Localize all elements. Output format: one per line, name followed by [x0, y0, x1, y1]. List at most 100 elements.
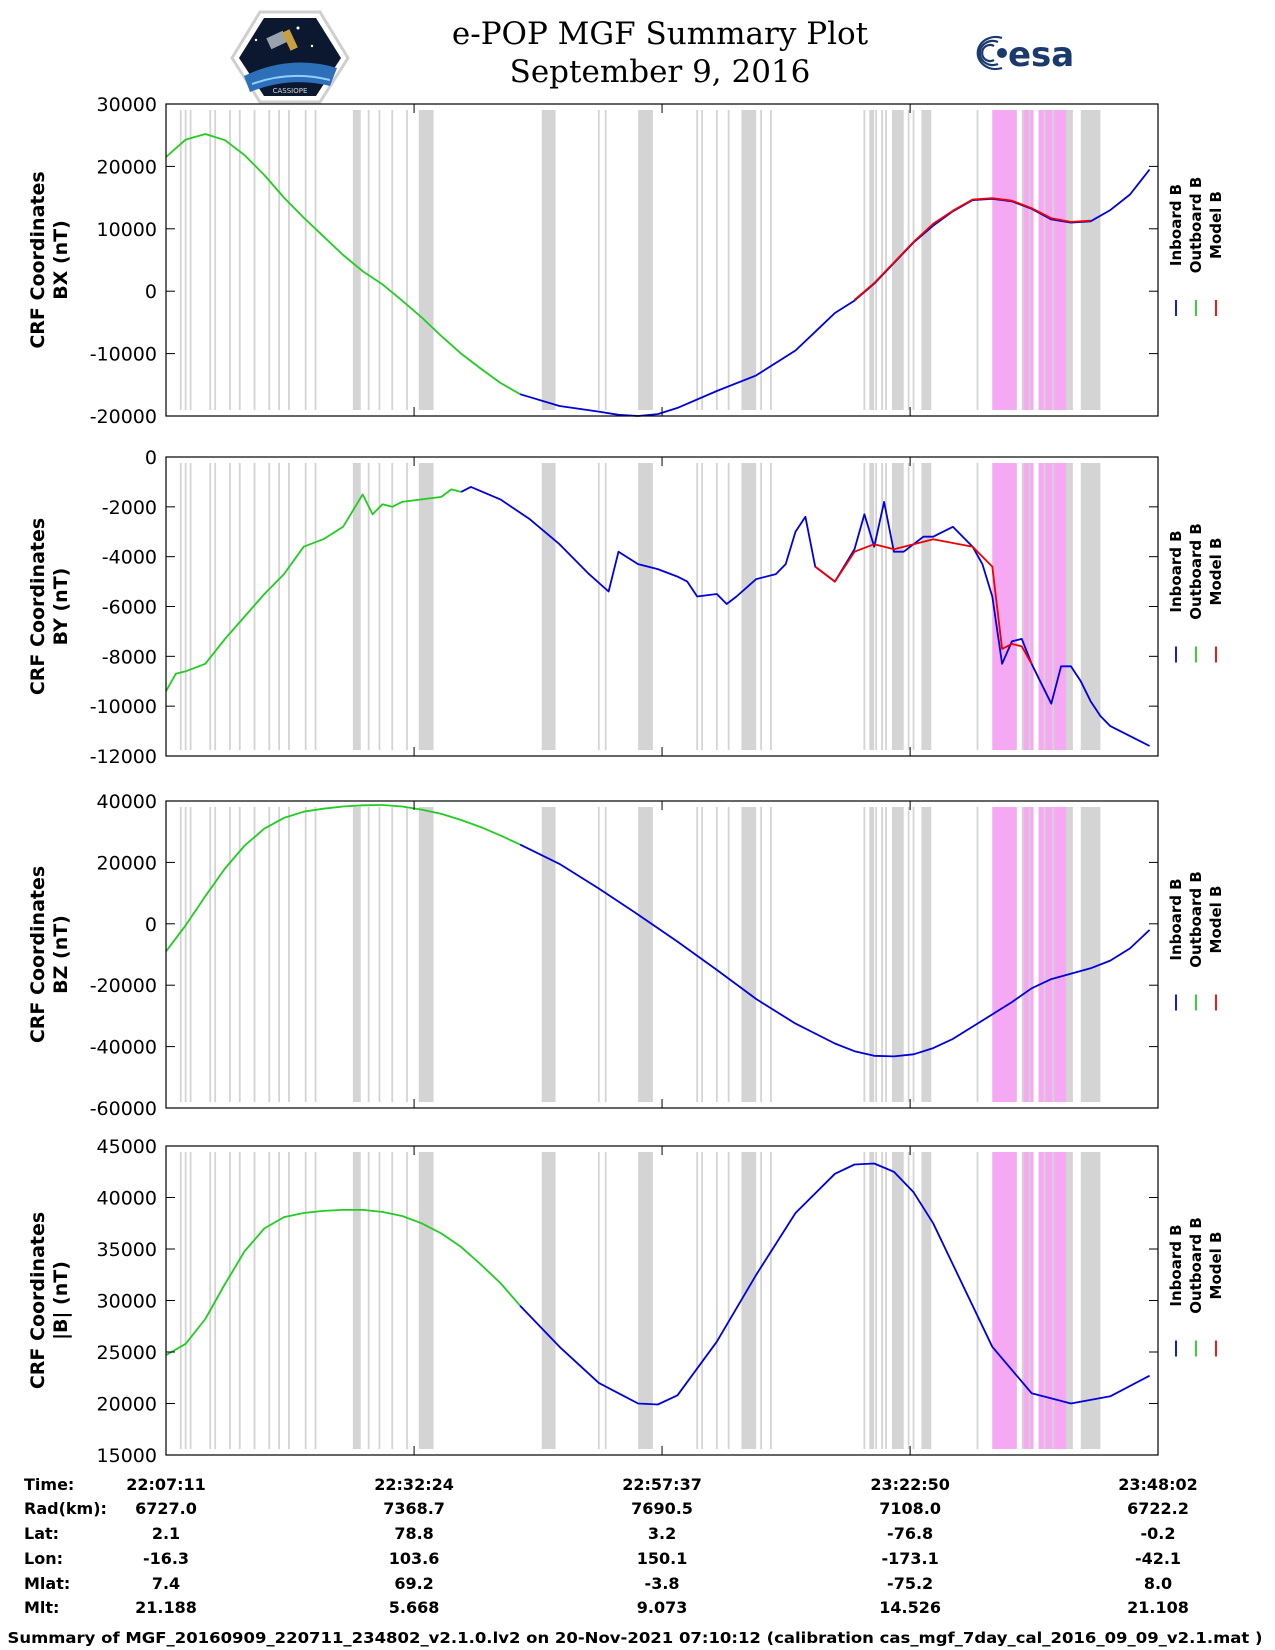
- magenta-band: [1024, 807, 1034, 1102]
- gray-band: [1081, 463, 1101, 750]
- gray-line: [315, 110, 317, 410]
- gray-line: [760, 807, 762, 1102]
- footer-summary-text: Summary of MGF_20160909_220711_234802_v2…: [8, 1629, 1263, 1647]
- gray-line: [229, 1152, 231, 1449]
- gray-line: [875, 463, 877, 750]
- gray-line: [229, 110, 231, 410]
- series-line-outboard-b: [166, 134, 520, 394]
- gray-line: [747, 110, 749, 410]
- gray-line: [254, 1152, 256, 1449]
- info-row-value: 6722.2: [1127, 1499, 1189, 1518]
- y-tick-label: 40000: [97, 791, 157, 813]
- gray-line: [605, 807, 607, 1102]
- gray-band: [1081, 807, 1101, 1102]
- gray-line: [214, 110, 216, 410]
- legend-label-inboard-b: Inboard B: [1167, 184, 1185, 266]
- gray-line: [760, 1152, 762, 1449]
- gray-line: [913, 807, 915, 1102]
- info-row-mlt: Mlt: 21.188 5.668 9.073 14.526 21.108: [24, 1598, 1189, 1617]
- magenta-band: [1038, 463, 1066, 750]
- y-tick-label: -10000: [90, 696, 157, 718]
- y-axis-label: CRF CoordinatesBY (nT): [27, 518, 72, 695]
- gray-line: [239, 1152, 241, 1449]
- gray-line: [1043, 463, 1045, 750]
- gray-line: [605, 463, 607, 750]
- gray-band: [542, 463, 556, 750]
- info-row-value: 23:48:02: [1118, 1475, 1198, 1494]
- gray-line: [696, 1152, 698, 1449]
- gray-line: [288, 807, 290, 1102]
- gray-line: [180, 463, 182, 750]
- gray-band: [542, 110, 556, 410]
- y-tick-label: 0: [145, 914, 157, 936]
- gray-line: [268, 110, 270, 410]
- plot-title: e-POP MGF Summary Plot: [452, 16, 869, 52]
- gray-line: [214, 463, 216, 750]
- gray-line: [278, 110, 280, 410]
- legend-label-outboard-b: Outboard B: [1187, 177, 1205, 274]
- gray-line: [1052, 807, 1054, 1102]
- info-row-lon: Lon: -16.3 103.6 150.1 -173.1 -42.1: [24, 1549, 1181, 1568]
- gray-line: [605, 110, 607, 410]
- gray-line: [315, 807, 317, 1102]
- gray-line: [863, 463, 865, 750]
- gray-line: [1043, 1152, 1045, 1449]
- gray-line: [406, 110, 408, 410]
- magenta-band: [1038, 807, 1066, 1102]
- gray-band: [921, 110, 931, 410]
- gray-line: [908, 1152, 910, 1449]
- y-tick-label: -20000: [90, 975, 157, 997]
- gray-line: [268, 1152, 270, 1449]
- panel-2: -12000-10000-8000-6000-4000-20000CRF Coo…: [27, 447, 1225, 768]
- gray-line: [977, 1152, 979, 1449]
- legend-label-model-b: Model B: [1207, 191, 1225, 259]
- y-tick-label: -10000: [90, 344, 157, 366]
- gray-band: [419, 463, 434, 750]
- info-row-time: Time: 22:07:11 22:32:24 22:57:37 23:22:50 23:…: [24, 1475, 1198, 1494]
- gray-line: [598, 807, 600, 1102]
- legend-label-inboard-b: Inboard B: [1167, 530, 1185, 612]
- gray-band: [1081, 110, 1101, 410]
- gray-band: [892, 1152, 904, 1449]
- gray-band: [353, 463, 361, 750]
- info-row-value: 7368.7: [383, 1499, 445, 1518]
- gray-band: [419, 1152, 434, 1449]
- gray-line: [229, 463, 231, 750]
- info-row-value: -0.2: [1141, 1524, 1176, 1543]
- gray-line: [696, 463, 698, 750]
- gray-line: [355, 1152, 357, 1449]
- gray-band: [353, 807, 361, 1102]
- gray-line: [391, 807, 393, 1102]
- info-row-label: Lon:: [24, 1549, 63, 1568]
- info-row-value: -75.2: [887, 1574, 933, 1593]
- cassiope-logo: CASSIOPE: [232, 12, 348, 102]
- gray-line: [214, 807, 216, 1102]
- gray-line: [209, 110, 211, 410]
- cassiope-logo-text: CASSIOPE: [273, 87, 308, 95]
- y-tick-label: -6000: [102, 597, 157, 619]
- gray-line: [760, 463, 762, 750]
- y-axis-label-line1: CRF Coordinates: [27, 866, 49, 1043]
- magenta-band: [1024, 1152, 1034, 1449]
- gray-line: [305, 1152, 307, 1449]
- info-row-label: Rad(km):: [24, 1499, 107, 1518]
- gray-band: [353, 1152, 361, 1449]
- info-row-value: -16.3: [143, 1549, 189, 1568]
- gray-band: [892, 463, 904, 750]
- gray-line: [406, 463, 408, 750]
- y-tick-label: -2000: [102, 497, 157, 519]
- info-row-value: 7690.5: [631, 1499, 693, 1518]
- gray-line: [1052, 1152, 1054, 1449]
- gray-line: [1043, 807, 1045, 1102]
- gray-line: [728, 1152, 730, 1449]
- gray-line: [1052, 110, 1054, 410]
- esa-logo-text: esa: [1008, 35, 1074, 75]
- gray-line: [368, 807, 370, 1102]
- gray-line: [185, 463, 187, 750]
- info-row-lat: Lat: 2.1 78.8 3.2 -76.8 -0.2: [24, 1524, 1175, 1543]
- info-row-value: 7108.0: [879, 1499, 941, 1518]
- gray-line: [1052, 463, 1054, 750]
- gray-line: [288, 1152, 290, 1449]
- gray-band: [869, 110, 874, 410]
- gray-band: [869, 463, 874, 750]
